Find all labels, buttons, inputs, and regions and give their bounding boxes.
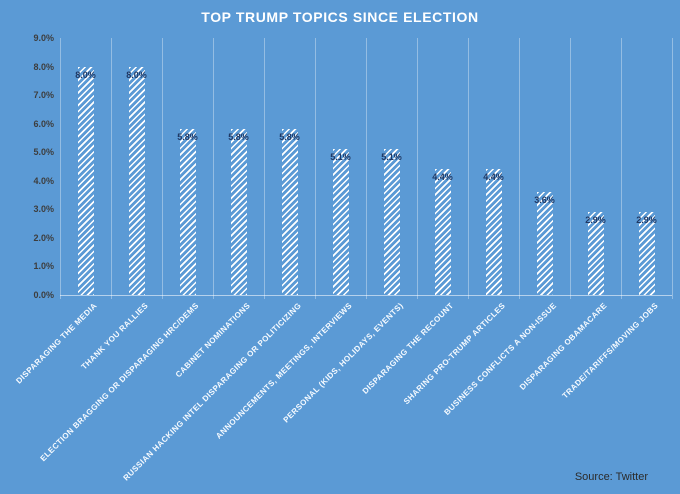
bar-data-label: 5.8% (228, 132, 249, 143)
y-tick-label: 6.0% (33, 118, 54, 129)
vertical-gridline (111, 38, 112, 299)
category-label: DISPARAGING OBAMACARE (518, 301, 609, 392)
bar-data-label: 5.1% (330, 152, 351, 163)
y-tick-label: 8.0% (33, 61, 54, 72)
bar-data-label: 2.9% (585, 215, 606, 226)
vertical-gridline (417, 38, 418, 299)
category-label: SHARING PRO-TRUMP ARTICLES (401, 301, 507, 407)
vertical-gridline (60, 38, 61, 299)
y-tick-label: 4.0% (33, 175, 54, 186)
bar (434, 169, 451, 295)
bar (383, 149, 400, 295)
y-tick-label: 0.0% (33, 290, 54, 300)
y-tick-label: 1.0% (33, 261, 54, 272)
vertical-gridline (519, 38, 520, 299)
bar (536, 192, 553, 295)
vertical-gridline (468, 38, 469, 299)
category-label: RUSSIAN HACKING INTEL DISPARAGING OR POL… (121, 301, 303, 483)
bar (128, 66, 145, 295)
bar (281, 129, 298, 295)
y-tick-label: 2.0% (33, 232, 54, 243)
y-tick-label: 5.0% (33, 147, 54, 158)
bar (332, 149, 349, 295)
bar-data-label: 5.8% (177, 132, 198, 143)
vertical-gridline (366, 38, 367, 299)
bar (485, 169, 502, 295)
y-tick-label: 7.0% (33, 90, 54, 101)
source-note: Source: Twitter (574, 471, 648, 483)
bar (230, 129, 247, 295)
category-label: TRADE/TARIFFS/MOVING JOBS (560, 301, 660, 401)
bar (638, 212, 655, 295)
y-tick-label: 3.0% (33, 204, 54, 215)
vertical-gridline (162, 38, 163, 299)
y-tick-label: 9.0% (33, 33, 54, 43)
bar-data-label: 8.0% (126, 69, 147, 80)
bar (587, 212, 604, 295)
category-label: DISPARAGING THE MEDIA (14, 301, 99, 386)
chart-title: TOP TRUMP TOPICS SINCE ELECTION (201, 9, 479, 25)
bar-data-label: 4.4% (483, 172, 504, 183)
vertical-gridline (264, 38, 265, 299)
vertical-gridline (570, 38, 571, 299)
bar-data-label: 2.9% (636, 215, 657, 226)
vertical-gridline (621, 38, 622, 299)
bar-data-label: 5.8% (279, 132, 300, 143)
x-axis-line (60, 295, 672, 296)
category-label: BUSINESS CONFLICTS A NON-ISSUE (441, 301, 558, 417)
bar (77, 66, 94, 295)
vertical-gridline (672, 38, 673, 299)
bar-data-label: 4.4% (432, 172, 453, 183)
category-label: DISPARAGING THE RECOUNT (361, 301, 456, 396)
bar-data-label: 5.1% (381, 152, 402, 163)
bar-data-label: 8.0% (75, 69, 96, 80)
bar (179, 129, 196, 295)
bar-data-label: 3.6% (534, 195, 555, 206)
vertical-gridline (315, 38, 316, 299)
vertical-gridline (213, 38, 214, 299)
